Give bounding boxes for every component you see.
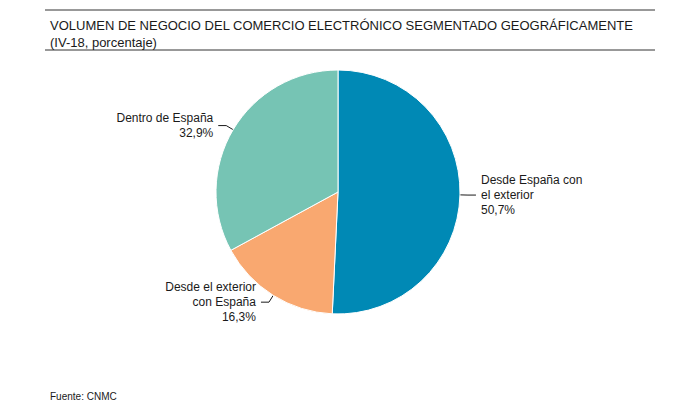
svg-text:(IV-18, porcentaje): (IV-18, porcentaje) bbox=[50, 35, 157, 50]
svg-text:VOLUMEN DE NEGOCIO DEL COMERCI: VOLUMEN DE NEGOCIO DEL COMERCIO ELECTRÓN… bbox=[50, 18, 637, 33]
svg-text:16,3%: 16,3% bbox=[222, 310, 256, 324]
svg-text:el exterior: el exterior bbox=[481, 188, 534, 202]
svg-text:50,7%: 50,7% bbox=[481, 203, 515, 217]
svg-text:con España: con España bbox=[189, 295, 256, 309]
svg-text:Desde el exterior: Desde el exterior bbox=[165, 280, 256, 294]
svg-text:32,9%: 32,9% bbox=[179, 126, 213, 140]
svg-text:Fuente: CNMC: Fuente: CNMC bbox=[50, 391, 117, 402]
svg-text:Dentro de España: Dentro de España bbox=[117, 111, 214, 125]
svg-text:Desde España con: Desde España con bbox=[481, 173, 586, 187]
